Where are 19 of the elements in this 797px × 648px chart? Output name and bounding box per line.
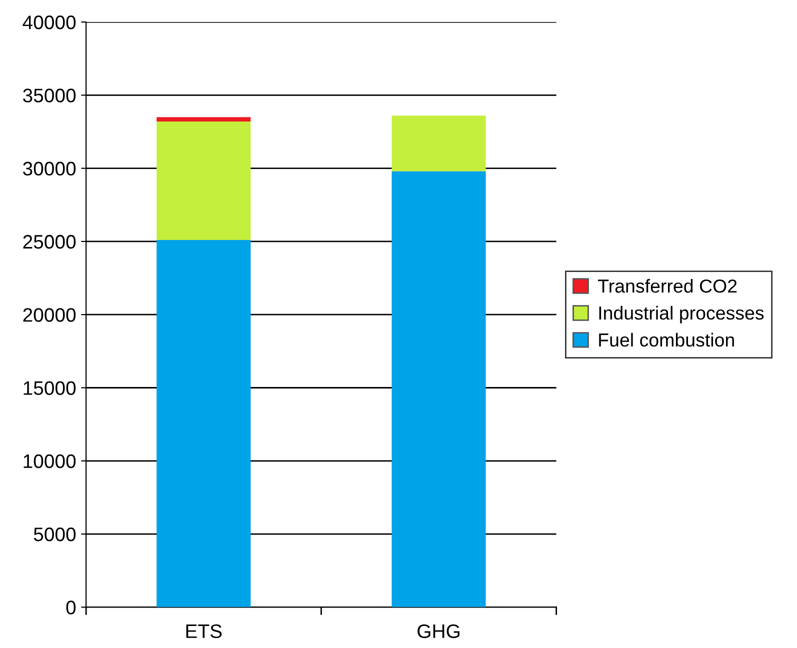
x-tick-label: GHG bbox=[418, 624, 460, 638]
y-tick-label: 25000 bbox=[23, 234, 76, 249]
legend-label: Transferred CO2 bbox=[598, 278, 737, 293]
legend-label: Fuel combustion bbox=[599, 332, 734, 347]
bar bbox=[156, 117, 251, 122]
y-tick-label: 0 bbox=[66, 600, 76, 614]
bar bbox=[156, 122, 251, 240]
y-tick-label: 20000 bbox=[23, 308, 76, 322]
bar bbox=[392, 171, 486, 608]
bar bbox=[392, 116, 486, 172]
y-tick-label: 40000 bbox=[22, 16, 76, 30]
y-tick-label: 15000 bbox=[24, 381, 76, 395]
y-tick-label: 5000 bbox=[34, 528, 76, 542]
y-tick-label: 10000 bbox=[24, 454, 76, 468]
y-tick-label: 30000 bbox=[23, 162, 76, 176]
bar bbox=[156, 240, 251, 608]
x-tick-label: ETS bbox=[186, 624, 222, 638]
legend-label: Industrial processes bbox=[599, 306, 764, 324]
y-tick-label: 35000 bbox=[23, 88, 76, 102]
